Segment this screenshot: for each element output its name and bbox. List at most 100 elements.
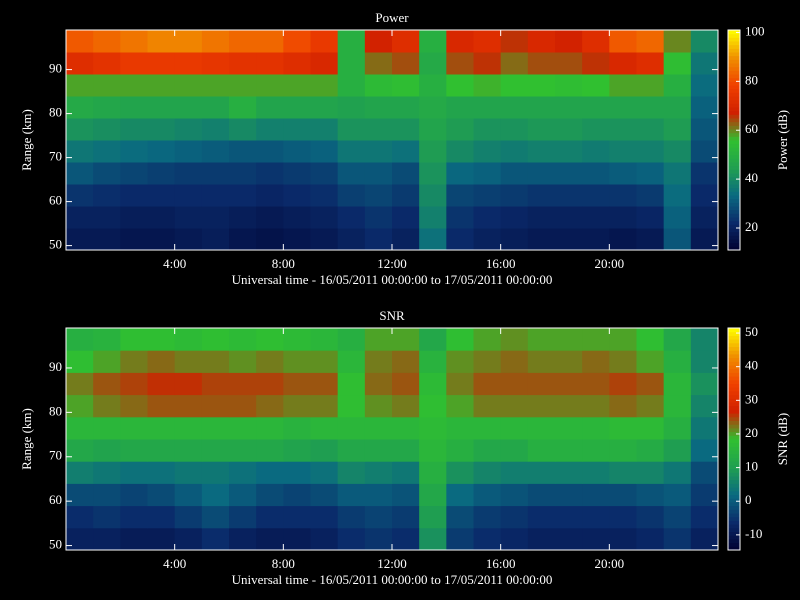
cell xyxy=(527,372,556,396)
cell xyxy=(446,350,474,373)
colorbar-step xyxy=(728,55,740,60)
cell xyxy=(609,74,637,97)
colorbar-step xyxy=(728,37,740,42)
colorbar-step xyxy=(728,361,740,366)
cell xyxy=(636,461,665,484)
cell xyxy=(582,30,610,53)
colorbar-step xyxy=(728,132,740,137)
cell xyxy=(473,228,502,250)
cell xyxy=(527,527,556,550)
cell xyxy=(120,394,148,418)
cell xyxy=(337,206,366,229)
cell xyxy=(500,439,529,462)
cell xyxy=(500,328,529,351)
cell xyxy=(201,416,230,440)
cell xyxy=(174,228,203,250)
cell xyxy=(419,162,447,185)
cell xyxy=(310,328,339,351)
colorbar-step xyxy=(728,239,740,244)
cell xyxy=(120,328,148,351)
colorbar-tick-label: 80 xyxy=(745,72,758,87)
cell xyxy=(663,394,692,418)
cell xyxy=(419,483,447,507)
cell xyxy=(500,483,529,507)
colorbar-step xyxy=(728,476,740,481)
colorbar-label: Power (dB) xyxy=(775,110,790,170)
cell xyxy=(609,439,637,462)
x-tick-label: 12:00 xyxy=(377,556,407,571)
cell xyxy=(93,372,121,396)
cell xyxy=(392,505,420,529)
cell xyxy=(446,228,474,250)
cell xyxy=(256,416,284,440)
cell xyxy=(446,527,474,550)
cell xyxy=(582,350,610,373)
cell xyxy=(201,52,230,75)
cell xyxy=(392,461,420,484)
colorbar-step xyxy=(728,169,740,174)
cell xyxy=(500,350,529,373)
colorbar-step xyxy=(728,390,740,396)
cell xyxy=(147,162,176,185)
cell xyxy=(609,184,637,207)
cell xyxy=(174,162,203,185)
cell xyxy=(283,228,311,250)
cell xyxy=(93,184,121,207)
cell xyxy=(473,483,502,507)
cell xyxy=(364,30,393,53)
cell xyxy=(283,184,311,207)
colorbar-step xyxy=(728,63,740,68)
colorbar-step xyxy=(728,195,740,200)
cell xyxy=(229,461,257,484)
cell xyxy=(66,328,94,351)
cell xyxy=(120,184,148,207)
cell xyxy=(66,372,94,396)
cell xyxy=(174,118,203,141)
colorbar-step xyxy=(728,520,740,525)
cell xyxy=(337,328,366,351)
cell xyxy=(364,416,393,440)
cell xyxy=(147,350,176,373)
cell xyxy=(609,372,637,396)
cell xyxy=(337,461,366,484)
cell xyxy=(229,52,257,75)
cell xyxy=(663,372,692,396)
cell xyxy=(663,52,692,75)
cell xyxy=(147,52,176,75)
cell xyxy=(120,52,148,75)
cell xyxy=(555,206,583,229)
colorbar-step xyxy=(728,413,740,418)
cell xyxy=(663,505,692,529)
cell xyxy=(256,96,284,119)
y-tick-label: 80 xyxy=(49,105,62,120)
cell xyxy=(283,461,311,484)
cell xyxy=(174,206,203,229)
cell xyxy=(66,416,94,440)
cell xyxy=(419,52,447,75)
cell xyxy=(555,483,583,507)
colorbar-step xyxy=(728,446,740,451)
cell xyxy=(500,416,529,440)
cell xyxy=(120,140,148,163)
cell xyxy=(310,527,339,550)
cell xyxy=(582,394,610,418)
cell xyxy=(690,372,718,396)
cell xyxy=(174,328,203,351)
cell xyxy=(256,439,284,462)
cell xyxy=(500,140,529,163)
cell xyxy=(555,52,583,75)
cell xyxy=(201,162,230,185)
cell xyxy=(66,96,94,119)
cell xyxy=(66,228,94,250)
cell xyxy=(310,461,339,484)
cell xyxy=(555,439,583,462)
colorbar-step xyxy=(728,339,740,344)
cell xyxy=(527,328,556,351)
colorbar-step xyxy=(728,81,740,86)
cell xyxy=(283,118,311,141)
cell xyxy=(419,439,447,462)
colorbar-step xyxy=(728,383,740,388)
colorbar-tick-label: 20 xyxy=(745,219,758,234)
cell xyxy=(419,74,447,97)
cell xyxy=(174,96,203,119)
